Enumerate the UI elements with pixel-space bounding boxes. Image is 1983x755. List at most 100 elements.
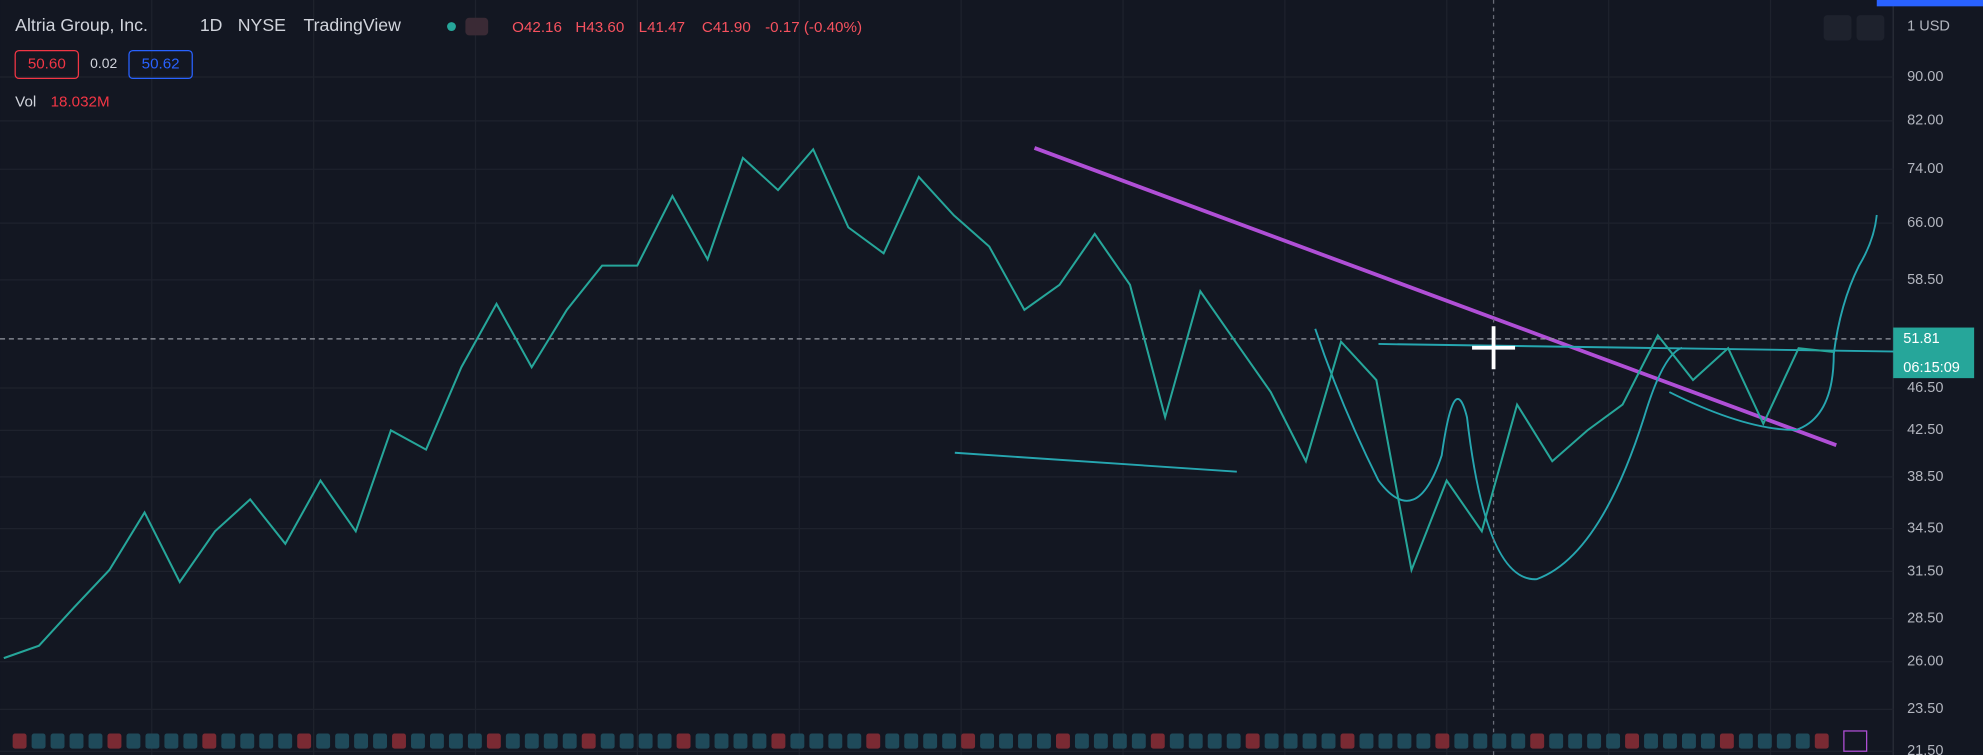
high: H43.60 bbox=[575, 19, 624, 36]
event-icon bbox=[240, 733, 255, 749]
spread: 0.02 bbox=[90, 55, 117, 71]
event-icon bbox=[164, 733, 179, 749]
bid[interactable]: 50.60 bbox=[28, 55, 66, 72]
open: O42.16 bbox=[512, 19, 562, 36]
handle-curve bbox=[1668, 214, 1878, 431]
event-icon bbox=[657, 733, 672, 749]
event-icon bbox=[202, 733, 217, 749]
event-icon bbox=[1549, 733, 1564, 749]
event-icon bbox=[562, 733, 577, 749]
top-bar bbox=[1876, 0, 1983, 7]
low: L41.47 bbox=[639, 19, 685, 36]
event-icon bbox=[1037, 733, 1051, 749]
event-icon bbox=[107, 733, 122, 749]
event-icon bbox=[392, 733, 406, 749]
ask[interactable]: 50.62 bbox=[142, 55, 180, 72]
y-tick-label: 28.50 bbox=[1907, 610, 1943, 626]
cup-curve bbox=[1314, 328, 1683, 581]
event-icon bbox=[1169, 733, 1184, 749]
trendline bbox=[1033, 146, 1837, 447]
event-icon bbox=[183, 733, 198, 749]
event-icon bbox=[752, 733, 767, 749]
event-icon bbox=[467, 733, 482, 749]
event-icon bbox=[695, 733, 710, 749]
y-tick-label: 38.50 bbox=[1907, 469, 1943, 485]
y-tick-label: 26.00 bbox=[1907, 654, 1943, 670]
y-tick-label: 46.50 bbox=[1907, 380, 1943, 396]
y-tick-label: 82.00 bbox=[1907, 113, 1943, 129]
event-icon bbox=[676, 733, 691, 749]
price-line bbox=[3, 147, 1834, 660]
event-icon bbox=[297, 733, 312, 749]
y-tick-label: 66.00 bbox=[1907, 215, 1943, 231]
drawn-line bbox=[954, 451, 1237, 473]
price-badge bbox=[1893, 327, 1975, 379]
event-icon bbox=[126, 733, 141, 749]
event-icon bbox=[354, 733, 369, 749]
event-icon bbox=[1719, 733, 1734, 749]
event-icon bbox=[31, 733, 46, 749]
event-icon bbox=[1055, 733, 1070, 749]
event-icon bbox=[999, 733, 1013, 749]
event-icon bbox=[1378, 733, 1393, 749]
event-icon bbox=[638, 733, 653, 749]
event-icon bbox=[1340, 733, 1355, 749]
currency[interactable]: 1 USD bbox=[1907, 18, 1950, 34]
event-icon bbox=[1302, 733, 1317, 749]
y-tick-label: 34.50 bbox=[1907, 520, 1943, 536]
event-icon bbox=[1454, 733, 1469, 749]
event-icon bbox=[278, 733, 293, 749]
event-icon bbox=[1473, 733, 1488, 749]
event-icon bbox=[1112, 733, 1127, 749]
event-icon bbox=[1587, 733, 1602, 749]
event-icon bbox=[1795, 733, 1810, 749]
event-icon bbox=[12, 733, 27, 749]
event-icon bbox=[1150, 733, 1165, 749]
event-icon bbox=[335, 733, 350, 749]
event-icon bbox=[866, 733, 881, 749]
event-icon bbox=[448, 733, 463, 749]
exchange: NYSE bbox=[238, 15, 286, 35]
event-icon bbox=[373, 733, 387, 749]
event-icon bbox=[1131, 733, 1146, 749]
fullscreen-button[interactable] bbox=[1856, 15, 1885, 41]
event-icon bbox=[1682, 733, 1696, 749]
event-icon bbox=[961, 733, 976, 749]
event-icon bbox=[1435, 733, 1450, 749]
event-icon bbox=[1625, 733, 1640, 749]
status-icon bbox=[465, 17, 489, 36]
bid-box[interactable] bbox=[14, 49, 80, 80]
event-icon bbox=[1074, 733, 1089, 749]
event-icon bbox=[1416, 733, 1431, 749]
last-price: 51.81 bbox=[1903, 331, 1939, 347]
event-icon bbox=[942, 733, 957, 749]
event-icon bbox=[828, 733, 843, 749]
event-icon bbox=[1511, 733, 1526, 749]
event-icon bbox=[847, 733, 862, 749]
y-tick-label: 90.00 bbox=[1907, 69, 1943, 85]
event-icon bbox=[923, 733, 938, 749]
event-icon bbox=[1264, 733, 1279, 749]
event-icon bbox=[1776, 733, 1791, 749]
event-icon bbox=[904, 733, 919, 749]
event-icon bbox=[1359, 733, 1374, 749]
status-dot bbox=[447, 22, 456, 31]
event-icon bbox=[619, 733, 634, 749]
ask-box[interactable] bbox=[128, 49, 193, 80]
event-icon bbox=[1397, 733, 1412, 749]
download-button[interactable] bbox=[1823, 15, 1852, 41]
event-icon bbox=[486, 733, 501, 749]
earnings-marker[interactable] bbox=[1843, 730, 1868, 752]
event-icon bbox=[50, 733, 65, 749]
source: TradingView bbox=[304, 15, 402, 35]
event-icon bbox=[221, 733, 236, 749]
symbol: Altria Group, Inc. bbox=[15, 15, 148, 35]
change: -0.17 (-0.40%) bbox=[765, 19, 862, 36]
event-icon bbox=[771, 733, 786, 749]
cursor bbox=[1472, 326, 1516, 370]
close: C41.90 bbox=[702, 19, 751, 36]
event-icon bbox=[1188, 733, 1203, 749]
event-icon bbox=[1492, 733, 1507, 749]
